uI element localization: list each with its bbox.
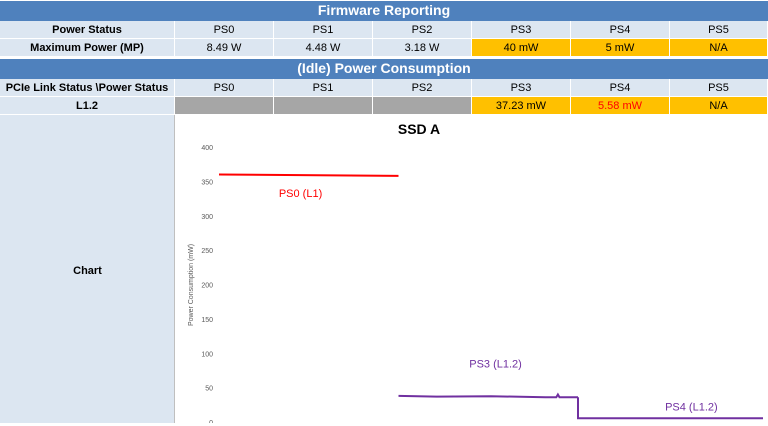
ps0-header[interactable]: PS0	[175, 21, 274, 39]
idle-ps5-header[interactable]: PS5	[670, 79, 767, 97]
y-tick-label: 400	[201, 145, 213, 152]
chart-label: Chart	[73, 265, 102, 277]
max-power-label[interactable]: Maximum Power (MP)	[0, 39, 175, 57]
ps2-max-power[interactable]: 3.18 W	[373, 39, 472, 57]
idle-ps4-header[interactable]: PS4	[571, 79, 670, 97]
ssd-a-chart[interactable]: SSD A Power Consumption (mW) 05010015020…	[176, 115, 768, 426]
firmware-reporting-title[interactable]: Firmware Reporting	[0, 1, 768, 21]
idle-header-row: PCIe Link Status \Power Status PS0 PS1 P…	[0, 79, 768, 97]
ps0-max-power[interactable]: 8.49 W	[175, 39, 274, 57]
max-power-row: Maximum Power (MP) 8.49 W 4.48 W 3.18 W …	[0, 39, 768, 57]
ps3-header[interactable]: PS3	[472, 21, 571, 39]
idle-ps2-header[interactable]: PS2	[373, 79, 472, 97]
firmware-header-row: Power Status PS0 PS1 PS2 PS3 PS4 PS5	[0, 21, 768, 39]
l12-ps4-cell[interactable]: 5.58 mW	[571, 97, 670, 115]
series-line-2[interactable]	[577, 397, 763, 420]
l12-ps3-cell[interactable]: 37.23 mW	[472, 97, 571, 115]
l12-row: L1.2 37.23 mW 5.58 mW N/A	[0, 97, 768, 115]
y-tick-label: 150	[201, 317, 213, 324]
idle-ps3-header[interactable]: PS3	[472, 79, 571, 97]
ps1-header[interactable]: PS1	[274, 21, 373, 39]
y-tick-label: 300	[201, 214, 213, 221]
ps4-header[interactable]: PS4	[571, 21, 670, 39]
chart-label-cell[interactable]	[0, 115, 175, 423]
y-tick-label: 250	[201, 248, 213, 255]
ps2-header[interactable]: PS2	[373, 21, 472, 39]
ps1-max-power[interactable]: 4.48 W	[274, 39, 373, 57]
chart-title: SSD A	[398, 121, 440, 137]
l12-ps0-cell[interactable]	[175, 97, 274, 115]
l12-label[interactable]: L1.2	[0, 97, 175, 115]
chart-y-axis-label: Power Consumption (mW)	[188, 244, 195, 326]
l12-ps2-cell[interactable]	[373, 97, 472, 115]
idle-ps1-header[interactable]: PS1	[274, 79, 373, 97]
y-tick-label: 50	[205, 386, 213, 393]
chart-area[interactable]: SSD A Power Consumption (mW) 05010015020…	[176, 115, 768, 426]
series-line-0[interactable]	[218, 173, 399, 177]
series-line-1[interactable]	[398, 392, 579, 399]
idle-ps0-header[interactable]: PS0	[175, 79, 274, 97]
idle-power-title[interactable]: (Idle) Power Consumption	[0, 59, 768, 79]
series-annotation: PS0 (L1)	[279, 188, 322, 200]
ps5-max-power[interactable]: N/A	[670, 39, 767, 57]
series-annotation: PS4 (L1.2)	[665, 401, 718, 413]
ps3-max-power[interactable]: 40 mW	[472, 39, 571, 57]
y-tick-label: 100	[201, 351, 213, 358]
l12-ps5-cell[interactable]: N/A	[670, 97, 767, 115]
power-status-header[interactable]: Power Status	[0, 21, 175, 39]
ps4-max-power[interactable]: 5 mW	[571, 39, 670, 57]
y-tick-label: 350	[201, 179, 213, 186]
y-tick-label: 200	[201, 283, 213, 290]
pcie-link-status-header[interactable]: PCIe Link Status \Power Status	[0, 79, 175, 97]
l12-ps1-cell[interactable]	[274, 97, 373, 115]
ps5-header[interactable]: PS5	[670, 21, 767, 39]
series-annotation: PS3 (L1.2)	[469, 359, 522, 371]
